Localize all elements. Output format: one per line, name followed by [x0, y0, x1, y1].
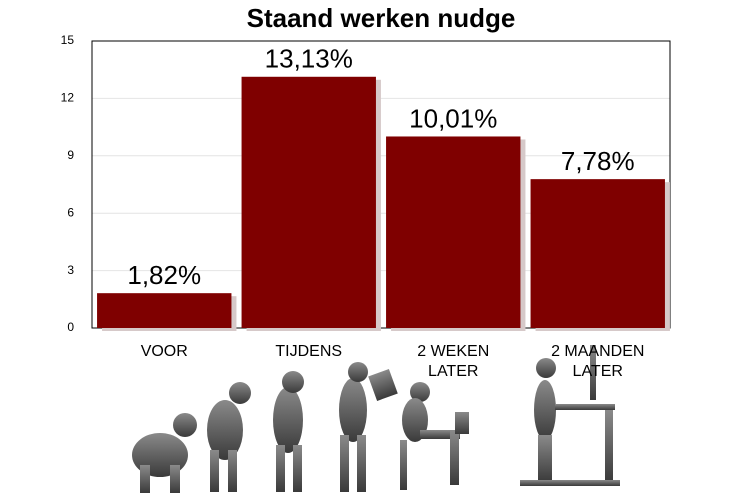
y-tick-label: 9 [67, 148, 74, 162]
x-tick-label: VOOR [140, 343, 188, 360]
value-label: 13,13% [265, 44, 353, 74]
x-tick-label: 2 MAANDEN LATER [551, 343, 645, 380]
value-label: 10,01% [409, 103, 497, 133]
value-label: 7,78% [561, 146, 635, 176]
bar [97, 293, 232, 328]
x-tick-label: TIJDENS [275, 343, 343, 360]
y-tick-label: 12 [61, 91, 75, 105]
bar [241, 76, 376, 329]
plot-frame [91, 40, 671, 329]
y-tick-label: 3 [67, 263, 74, 277]
evolution-illustration [132, 345, 620, 493]
y-tick-label: 0 [67, 320, 74, 334]
y-tick-label: 6 [67, 205, 74, 219]
x-tick-label: 2 WEKEN LATER [417, 343, 490, 380]
value-label: 1,82% [127, 260, 201, 290]
bar [530, 179, 665, 328]
y-tick-label: 15 [61, 33, 75, 47]
bar [386, 136, 521, 328]
chart-title: Staand werken nudge [247, 3, 516, 33]
